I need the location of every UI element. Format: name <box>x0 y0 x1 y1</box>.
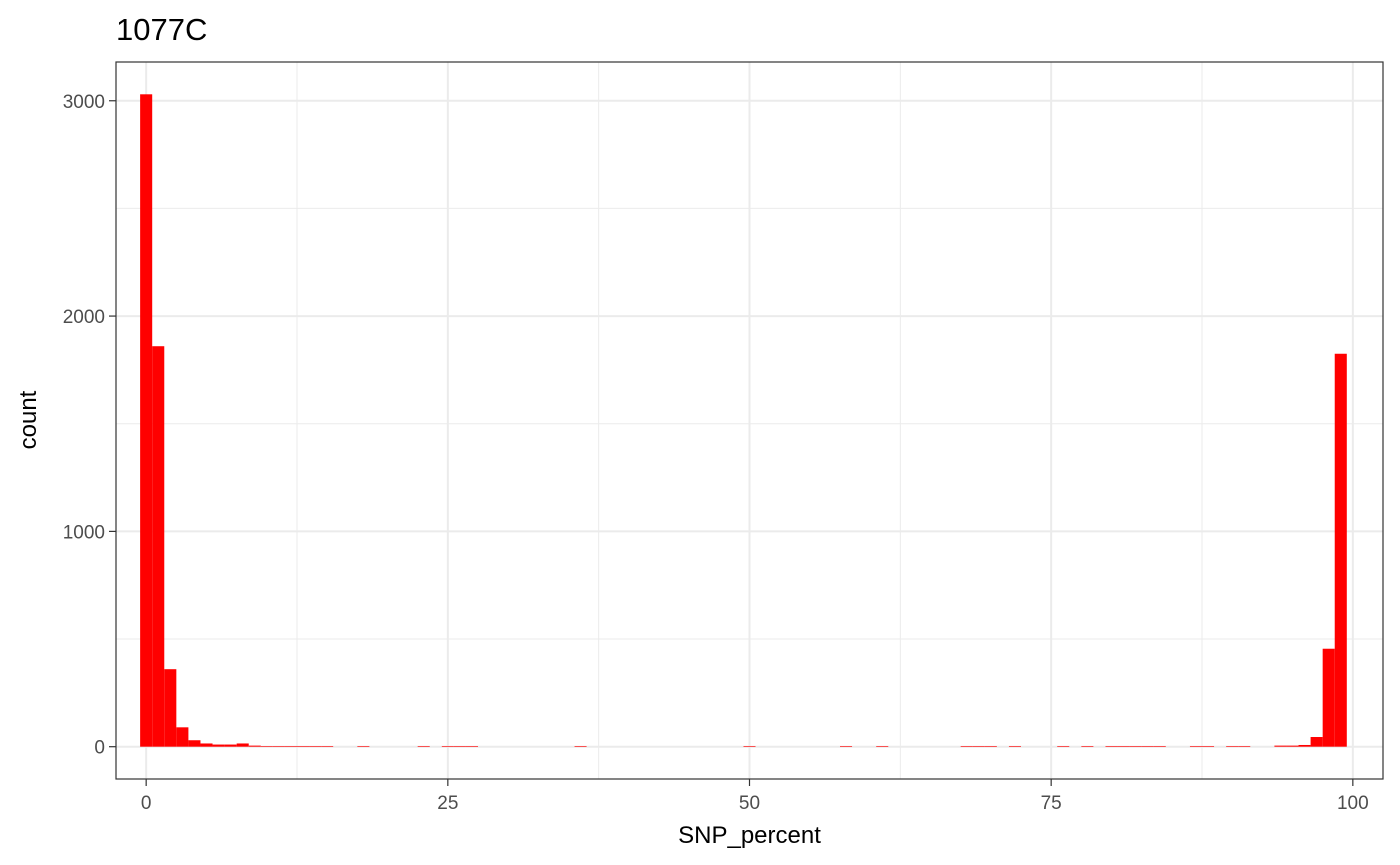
y-tick-label: 0 <box>94 738 105 759</box>
histogram-bar <box>840 746 853 747</box>
y-tick-label: 3000 <box>63 92 105 113</box>
histogram-bars <box>140 94 1347 747</box>
x-tick-label: 75 <box>1041 793 1062 814</box>
y-tick-label: 2000 <box>63 307 105 328</box>
x-axis: 0 25 50 75 100 <box>141 779 1369 814</box>
y-axis-label: count <box>15 390 42 449</box>
histogram-bar <box>152 346 165 747</box>
histogram-bar <box>1153 746 1166 747</box>
histogram-bar <box>1141 746 1154 747</box>
histogram-bar <box>1081 746 1094 747</box>
histogram-bar <box>1008 746 1021 747</box>
histogram-bar <box>1238 746 1251 747</box>
histogram-bar <box>465 746 478 747</box>
histogram-bar <box>224 744 237 747</box>
histogram-bar <box>1189 746 1202 747</box>
histogram-bar <box>1117 746 1130 747</box>
histogram-bar <box>321 746 334 747</box>
x-tick-label: 100 <box>1337 793 1369 814</box>
histogram-bar <box>297 746 310 747</box>
histogram-bar <box>876 746 889 747</box>
histogram-bar <box>1286 745 1299 747</box>
histogram-bar <box>272 746 285 747</box>
histogram-bar <box>1129 746 1142 747</box>
x-axis-label: SNP_percent <box>678 822 821 849</box>
histogram-bar <box>212 744 225 747</box>
y-tick-label: 1000 <box>63 522 105 543</box>
histogram-bar <box>248 745 261 747</box>
histogram-bar <box>1226 746 1239 747</box>
x-tick-label: 25 <box>437 793 458 814</box>
histogram-bar <box>236 743 249 747</box>
histogram-bar <box>984 746 997 747</box>
histogram-bar <box>1298 744 1311 747</box>
histogram-bar <box>453 746 466 747</box>
histogram-bar <box>1105 746 1118 747</box>
x-tick-label: 0 <box>141 793 152 814</box>
histogram-bar <box>176 727 189 747</box>
histogram-bar <box>260 746 273 747</box>
histogram-bar <box>1334 353 1347 747</box>
chart-title: 1077C <box>116 12 207 47</box>
histogram-bar <box>574 746 587 747</box>
histogram-bar <box>309 746 322 747</box>
histogram-bar <box>972 746 985 747</box>
histogram-bar <box>1310 737 1323 747</box>
histogram-bar <box>284 746 297 747</box>
histogram-bar <box>164 669 177 747</box>
histogram-bar <box>140 94 153 747</box>
histogram-bar <box>1322 648 1335 747</box>
histogram-bar <box>188 740 201 747</box>
histogram-bar <box>1057 746 1070 747</box>
histogram-bar <box>200 743 213 747</box>
y-axis: 0 1000 2000 3000 <box>63 92 116 759</box>
histogram-bar <box>960 746 973 747</box>
x-tick-label: 50 <box>739 793 760 814</box>
histogram-bar <box>357 746 370 747</box>
histogram-bar <box>417 746 430 747</box>
histogram-bar <box>1202 746 1215 747</box>
histogram-bar <box>441 746 454 747</box>
histogram-bar <box>743 746 756 747</box>
histogram-bar <box>1274 745 1287 747</box>
